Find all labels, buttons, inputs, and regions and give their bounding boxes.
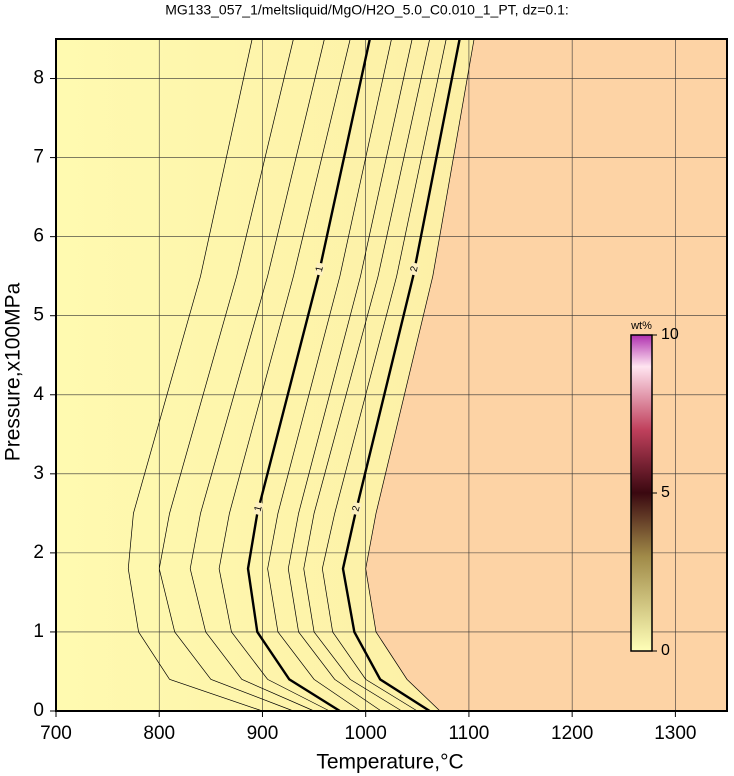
y-tick-label: 7 (33, 147, 44, 168)
y-tick-label: 4 (33, 384, 44, 405)
x-axis-title: Temperature,°C (316, 751, 463, 774)
x-tick-label: 1000 (345, 723, 387, 744)
contour-line-major (341, 38, 461, 713)
x-tick-label: 1300 (654, 723, 696, 744)
contour-line (267, 38, 392, 712)
colorbar-label: wt% (630, 320, 652, 332)
y-tick-label: 3 (33, 463, 44, 484)
contour-label-bg (314, 262, 325, 276)
x-tick-label: 1200 (551, 723, 593, 744)
contour-line (189, 38, 325, 712)
y-tick-label: 8 (33, 68, 44, 89)
x-tick-label: 1100 (448, 723, 489, 744)
x-tick-label: 800 (143, 723, 175, 744)
x-tick-label: 900 (247, 723, 279, 744)
chart-title: MG133_057_1/meltsliquid/MgO/H2O_5.0_C0.0… (165, 2, 569, 18)
x-tick-label: 700 (40, 723, 72, 744)
y-axis-title: Pressure,x100MPa (2, 282, 25, 461)
plot-frame (55, 38, 728, 712)
contour-line (303, 38, 431, 712)
contour-line (218, 38, 351, 712)
y-tick-label: 0 (33, 700, 44, 721)
contour-line (127, 38, 263, 712)
contour-label: 1 (314, 265, 326, 273)
contour-line (365, 38, 475, 712)
colorbar-tick-label: 0 (661, 642, 670, 659)
y-tick-label: 5 (33, 305, 44, 326)
colorbar-tick-label: 5 (661, 484, 670, 501)
contour-label-bg (253, 501, 264, 516)
contour-label-bg (351, 501, 362, 516)
contour-label: 1 (253, 504, 265, 513)
contour-label: 2 (351, 504, 363, 512)
contour-label-bg (409, 262, 420, 276)
y-tick-label: 6 (33, 226, 44, 247)
contour-line (287, 38, 413, 712)
contour-line-major (246, 38, 371, 713)
contour-line (321, 38, 447, 712)
colorbar-tick-label: 10 (661, 326, 679, 343)
y-tick-label: 2 (33, 542, 44, 563)
y-tick-label: 1 (33, 621, 44, 642)
colorbar (630, 334, 653, 652)
contour-line (158, 38, 294, 712)
contour-label: 2 (409, 265, 421, 273)
